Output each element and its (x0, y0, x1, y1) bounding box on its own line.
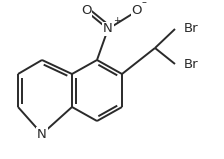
Text: N: N (37, 128, 47, 141)
Text: +: + (113, 16, 121, 25)
Text: O: O (81, 4, 91, 17)
Text: –: – (142, 0, 147, 7)
Text: Br: Br (184, 23, 199, 35)
Text: O: O (132, 4, 142, 17)
Text: Br: Br (184, 58, 199, 70)
Text: N: N (103, 23, 113, 35)
